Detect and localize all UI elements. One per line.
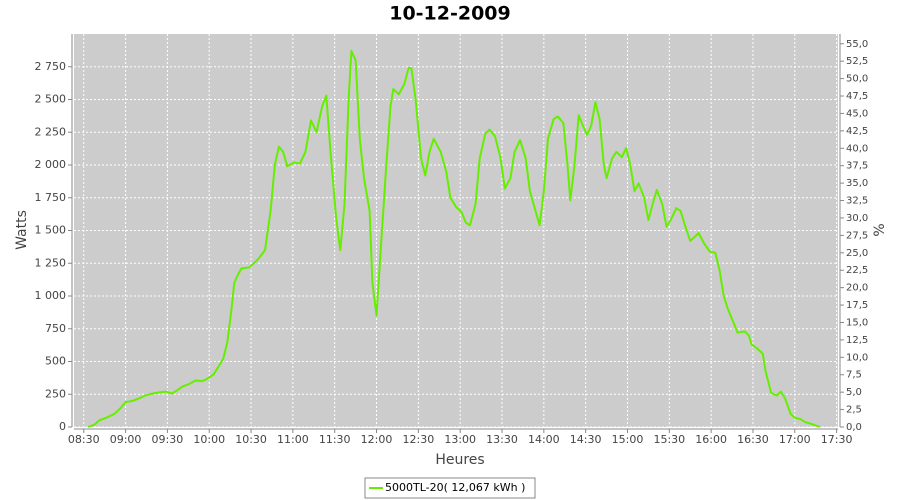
y2-tick-label: 5,0 [846, 387, 862, 398]
y2-tick-label: 27,5 [846, 230, 868, 241]
y-tick-label: 750 [45, 322, 66, 335]
y-tick-label: 2 750 [35, 60, 67, 73]
x-tick-label: 13:30 [486, 433, 518, 446]
y-tick-label: 500 [45, 355, 66, 368]
y2-axis-label: % [872, 223, 888, 236]
x-tick-label: 10:30 [235, 433, 267, 446]
y-axis-label: Watts [14, 210, 30, 250]
y2-tick-label: 2,5 [846, 405, 862, 416]
y2-tick-label: 35,0 [846, 178, 868, 189]
chart-title: 10-12-2009 [389, 3, 511, 25]
x-tick-label: 08:30 [68, 433, 100, 446]
y2-tick-label: 45,0 [846, 108, 868, 119]
y2-tick-label: 30,0 [846, 213, 868, 224]
x-tick-label: 13:00 [444, 433, 476, 446]
y2-tick-label: 37,5 [846, 161, 868, 172]
x-tick-label: 09:00 [110, 433, 142, 446]
y2-tick-label: 7,5 [846, 370, 862, 381]
x-tick-label: 14:00 [528, 433, 560, 446]
legend-label: 5000TL-20( 12,067 kWh ) [385, 481, 525, 494]
x-tick-label: 14:30 [570, 433, 602, 446]
x-tick-label: 15:30 [653, 433, 685, 446]
y2-tick-label: 15,0 [846, 317, 868, 328]
y2-tick-label: 0,0 [846, 422, 862, 433]
y-tick-label: 1 000 [35, 289, 67, 302]
y2-tick-label: 32,5 [846, 196, 868, 207]
legend-box [364, 477, 536, 499]
y2-tick-label: 10,0 [846, 352, 868, 363]
y2-tick-label: 17,5 [846, 300, 868, 311]
x-tick-label: 15:00 [612, 433, 644, 446]
x-tick-label: 17:30 [821, 433, 853, 446]
x-tick-label: 16:30 [737, 433, 769, 446]
x-axis-label: Heures [435, 452, 484, 468]
x-tick-label: 16:00 [695, 433, 727, 446]
x-tick-label: 10:00 [193, 433, 225, 446]
y-tick-label: 2 250 [35, 125, 67, 138]
y2-tick-label: 55,0 [846, 39, 868, 50]
data-line [87, 50, 821, 428]
x-tick-label: 11:30 [319, 433, 351, 446]
x-tick-label: 12:00 [361, 433, 393, 446]
y-tick-label: 2 500 [35, 93, 67, 106]
y-tick-label: 250 [45, 387, 66, 400]
y2-tick-label: 40,0 [846, 143, 868, 154]
y-tick-label: 0 [59, 420, 66, 433]
x-tick-label: 12:30 [403, 433, 435, 446]
y2-tick-label: 12,5 [846, 335, 868, 346]
y2-tick-label: 22,5 [846, 265, 868, 276]
y2-tick-label: 20,0 [846, 283, 868, 294]
y-tick-label: 1 750 [35, 191, 67, 204]
x-tick-label: 17:00 [779, 433, 811, 446]
y2-tick-label: 52,5 [846, 56, 868, 67]
y-tick-label: 1 500 [35, 224, 67, 237]
y2-tick-label: 42,5 [846, 126, 868, 137]
x-tick-label: 09:30 [152, 433, 184, 446]
y2-tick-label: 25,0 [846, 248, 868, 259]
y-tick-label: 2 000 [35, 158, 67, 171]
y-tick-label: 1 250 [35, 256, 67, 269]
x-tick-label: 11:00 [277, 433, 309, 446]
y2-tick-label: 50,0 [846, 74, 868, 85]
y2-tick-label: 47,5 [846, 91, 868, 102]
